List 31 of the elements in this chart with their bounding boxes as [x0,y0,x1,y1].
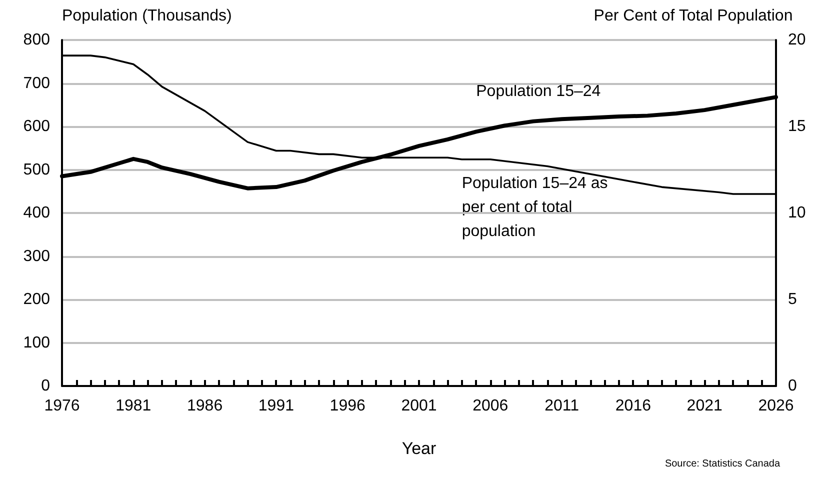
y-tick-label: 800 [23,32,50,48]
y2-tick-label: 5 [788,291,797,308]
x-tick-label: 2001 [401,398,437,414]
y-tick-label: 500 [23,161,50,178]
x-tick-label: 1981 [116,398,152,414]
y-tick-label: 400 [23,204,50,222]
y-tick-label: 0 [41,378,50,394]
y2-tick-label: 15 [788,118,806,135]
x-tick-label: 1991 [258,398,294,414]
y2-tick-label: 10 [788,204,806,222]
x-tick-label: 1976 [44,398,80,414]
x-tick-label: 2026 [758,398,794,414]
x-tick-label: 2016 [615,398,652,414]
y-tick-label: 200 [23,291,50,308]
source-note: Source: Statistics Canada [664,458,780,470]
x-axis-title: Year [402,439,437,458]
y-tick-label: 100 [23,334,50,352]
series-label: Population 15–24 as per cent of total population [462,174,612,240]
y-axis-title: Population (Thousands) [62,8,232,24]
y-tick-label: 300 [23,248,50,265]
x-tick-label: 1996 [330,398,366,414]
y-tick-label: 600 [23,118,50,135]
y2-tick-label: 0 [788,378,797,394]
x-tick-label: 1986 [187,398,223,414]
y2-tick-label: 20 [788,32,806,48]
x-tick-label: 2011 [544,398,580,414]
x-tick-label: 2021 [686,398,722,414]
x-tick-label: 2006 [472,398,508,414]
y2-axis-title: Per Cent of Total Population [594,8,793,24]
y-tick-label: 700 [23,74,50,92]
series-label: Population 15–24 [476,83,601,100]
